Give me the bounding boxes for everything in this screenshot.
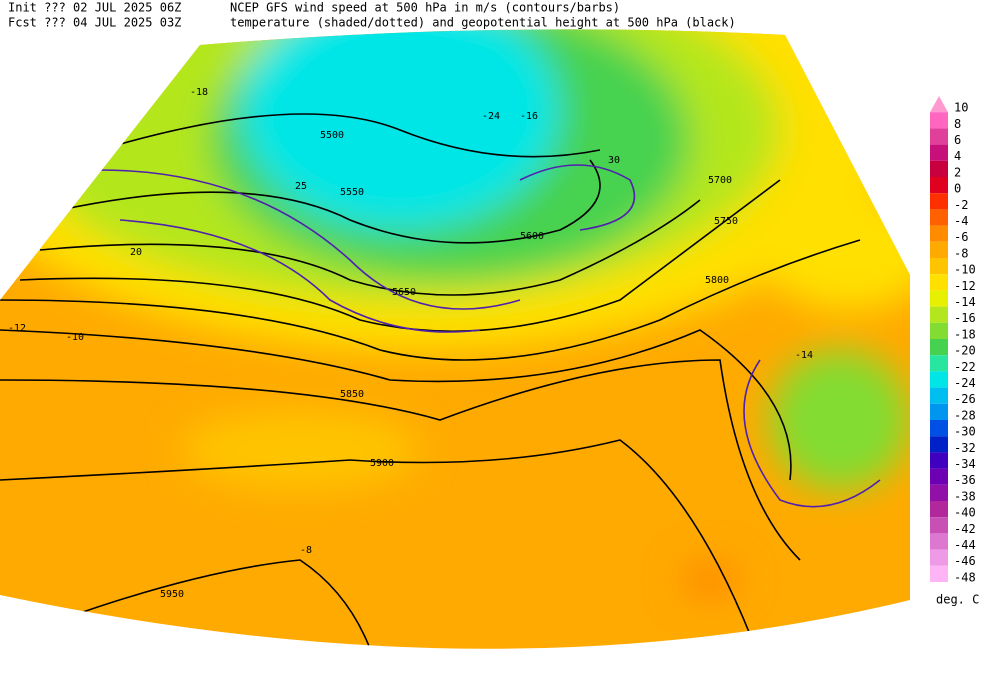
map-area xyxy=(0,29,910,649)
colorbar-swatch xyxy=(930,306,948,323)
colorbar-label: -46 xyxy=(954,554,976,568)
wind-label: 20 xyxy=(130,247,142,258)
colorbar-swatch xyxy=(930,160,948,177)
colorbar-label: -4 xyxy=(954,214,968,228)
height-label: 5650 xyxy=(392,287,416,298)
colorbar-swatch xyxy=(930,371,948,388)
title: NCEP GFS wind speed at 500 hPa in m/s (c… xyxy=(230,1,620,15)
colorbar-label: -28 xyxy=(954,408,976,422)
colorbar-label: -14 xyxy=(954,295,976,309)
colorbar-label: -36 xyxy=(954,473,976,487)
colorbar-unit: deg. C xyxy=(936,593,979,607)
colorbar-swatch xyxy=(930,549,948,566)
colorbar-label: -38 xyxy=(954,489,976,503)
colorbar-swatch xyxy=(930,177,948,194)
colorbar-swatch xyxy=(930,290,948,307)
colorbar-label: -18 xyxy=(954,327,976,341)
colorbar-swatch xyxy=(930,517,948,534)
colorbar: 10 8 6 4 2 0 -2 -4 -6 -8 -10 -12 -14 -16 -18 -20 -22 -24 -… xyxy=(930,96,976,584)
colorbar-swatch xyxy=(930,128,948,145)
colorbar-swatch xyxy=(930,209,948,226)
colorbar-swatch xyxy=(930,484,948,501)
wind-label: 25 xyxy=(295,181,307,192)
temperature-label: -24 xyxy=(482,111,500,122)
colorbar-label: -22 xyxy=(954,360,976,374)
colorbar-swatch xyxy=(930,420,948,437)
subtitle: temperature (shaded/dotted) and geopoten… xyxy=(230,16,736,30)
colorbar-swatch xyxy=(930,225,948,242)
colorbar-swatch xyxy=(930,355,948,372)
init-time: Init ??? 02 JUL 2025 06Z xyxy=(8,1,181,15)
temperature-label: -16 xyxy=(520,111,538,122)
temperature-label: -18 xyxy=(190,87,208,98)
colorbar-label: -16 xyxy=(954,311,976,325)
colorbar-label: 4 xyxy=(954,149,961,163)
colorbar-swatch xyxy=(930,322,948,339)
colorbar-label: -42 xyxy=(954,522,976,536)
colorbar-swatch xyxy=(930,452,948,469)
colorbar-swatch xyxy=(930,387,948,404)
colorbar-swatch xyxy=(930,501,948,518)
colorbar-label: -44 xyxy=(954,538,976,552)
height-label: 5800 xyxy=(705,275,729,286)
height-label: 5900 xyxy=(370,458,394,469)
colorbar-swatch xyxy=(930,193,948,210)
colorbar-swatch xyxy=(930,468,948,485)
colorbar-label: -10 xyxy=(954,263,976,277)
colorbar-swatch xyxy=(930,565,948,582)
height-label: 5600 xyxy=(520,231,544,242)
colorbar-swatch xyxy=(930,112,948,129)
colorbar-label: -32 xyxy=(954,441,976,455)
colorbar-swatch xyxy=(930,241,948,258)
colorbar-label: -30 xyxy=(954,425,976,439)
colorbar-swatch xyxy=(930,533,948,550)
colorbar-swatch xyxy=(930,339,948,356)
colorbar-arrow xyxy=(930,96,948,113)
colorbar-label: -8 xyxy=(954,246,968,260)
colorbar-label: -6 xyxy=(954,230,968,244)
colorbar-swatch xyxy=(930,274,948,291)
temperature-label: -12 xyxy=(8,323,26,334)
colorbar-label: 10 xyxy=(954,101,968,115)
colorbar-label: 8 xyxy=(954,117,961,131)
colorbar-label: 2 xyxy=(954,165,961,179)
height-label: 5850 xyxy=(340,389,364,400)
temperature-label: -8 xyxy=(300,545,312,556)
colorbar-label: -26 xyxy=(954,392,976,406)
temperature-label: -14 xyxy=(795,350,813,361)
colorbar-label: -24 xyxy=(954,376,976,390)
forecast-time: Fcst ??? 04 JUL 2025 03Z xyxy=(8,16,181,30)
wind-label: 30 xyxy=(608,155,620,166)
colorbar-label: 0 xyxy=(954,182,961,196)
colorbar-label: -12 xyxy=(954,279,976,293)
colorbar-swatch xyxy=(930,436,948,453)
colorbar-label: -20 xyxy=(954,344,976,358)
colorbar-label: -2 xyxy=(954,198,968,212)
map-labels: 5500 5550 5600 5650 5700 5750 5800 5850 … xyxy=(8,87,813,600)
colorbar-label: -48 xyxy=(954,570,976,584)
height-label: 5500 xyxy=(320,130,344,141)
colorbar-swatch xyxy=(930,258,948,275)
colorbar-label: -34 xyxy=(954,457,976,471)
height-label: 5700 xyxy=(708,175,732,186)
colorbar-swatch xyxy=(930,144,948,161)
height-label: 5750 xyxy=(714,216,738,227)
colorbar-swatch xyxy=(930,403,948,420)
temperature-label: -10 xyxy=(66,332,84,343)
colorbar-label: -40 xyxy=(954,506,976,520)
height-label: 5950 xyxy=(160,589,184,600)
height-label: 5550 xyxy=(340,187,364,198)
colorbar-label: 6 xyxy=(954,133,961,147)
